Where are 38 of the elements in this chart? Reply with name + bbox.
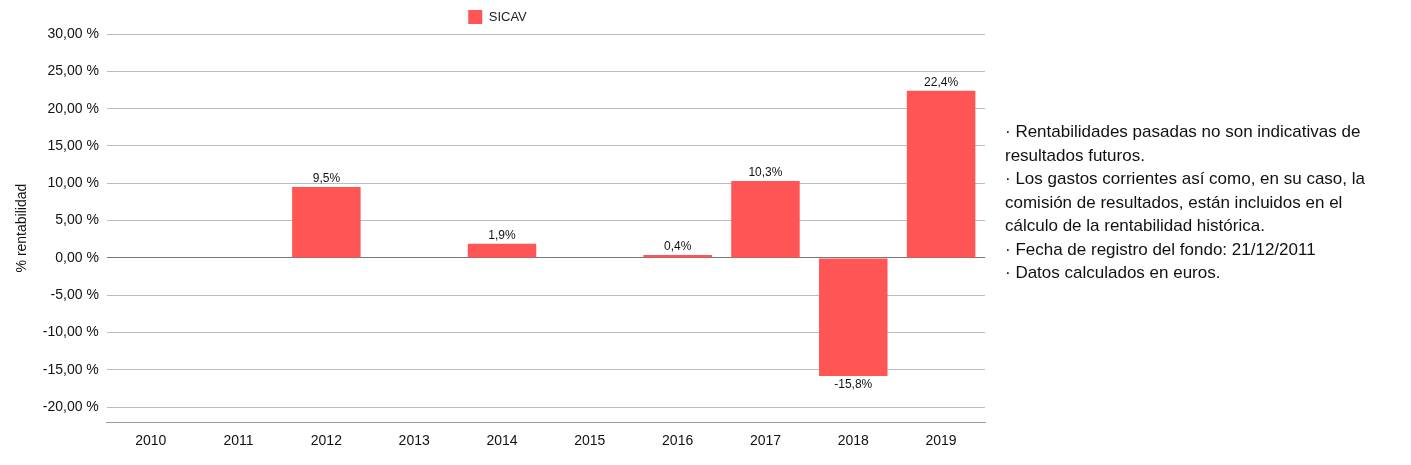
bar: [906, 90, 976, 258]
data-label: 1,9%: [488, 228, 517, 243]
bar: [819, 258, 888, 376]
y-tick-label: 10,00 %: [47, 174, 99, 191]
data-label: -15,8%: [834, 377, 873, 392]
x-tick-label: 2017: [749, 432, 782, 449]
y-tick-label: 25,00 %: [47, 62, 99, 79]
y-tick-label: 5,00 %: [55, 211, 99, 228]
bar: [467, 243, 537, 258]
y-tick-label: 30,00 %: [47, 24, 99, 41]
y-tick-label: 0,00 %: [55, 248, 99, 265]
x-tick-label: 2015: [574, 432, 606, 449]
x-tick-label: 2018: [837, 432, 870, 449]
y-axis-title: % rentabilidad: [13, 183, 30, 273]
y-tick-label: -15,00 %: [42, 360, 99, 377]
data-label: 9,5%: [312, 171, 341, 186]
data-label: 10,3%: [748, 165, 783, 180]
text: · Rentabilidades pasadas no son indicativas de resultados futuros.: [1005, 121, 1362, 167]
x-tick-label: 2010: [135, 432, 167, 449]
x-tick-label: 2013: [398, 432, 430, 449]
y-tick-label: -10,00 %: [42, 323, 99, 340]
text: · Los gastos corrientes así como, en su caso, la comisión de resultados, están incluidos en el cálculo de la rentabilidad histórica.: [1005, 168, 1366, 237]
x-tick-label: 2011: [223, 432, 254, 449]
legend-label: SICAV: [488, 8, 528, 24]
data-label: 22,4%: [924, 75, 959, 90]
x-tick-label: 2019: [925, 432, 957, 449]
y-tick-label: 20,00 %: [47, 99, 99, 116]
bar: [731, 181, 800, 258]
data-label: 0,4%: [663, 239, 692, 254]
y-tick-label: 15,00 %: [47, 136, 99, 153]
text: · Datos calculados en euros.: [1005, 262, 1222, 284]
y-tick-label: -20,00 %: [42, 398, 99, 415]
y-tick-label: -5,00 %: [50, 286, 99, 303]
bar: [292, 187, 361, 258]
x-tick-label: 2014: [486, 432, 518, 449]
x-tick-label: 2012: [310, 432, 343, 449]
text: · Fecha de registro del fondo: 21/12/2011: [1005, 238, 1317, 261]
x-tick-label: 2016: [662, 432, 694, 449]
